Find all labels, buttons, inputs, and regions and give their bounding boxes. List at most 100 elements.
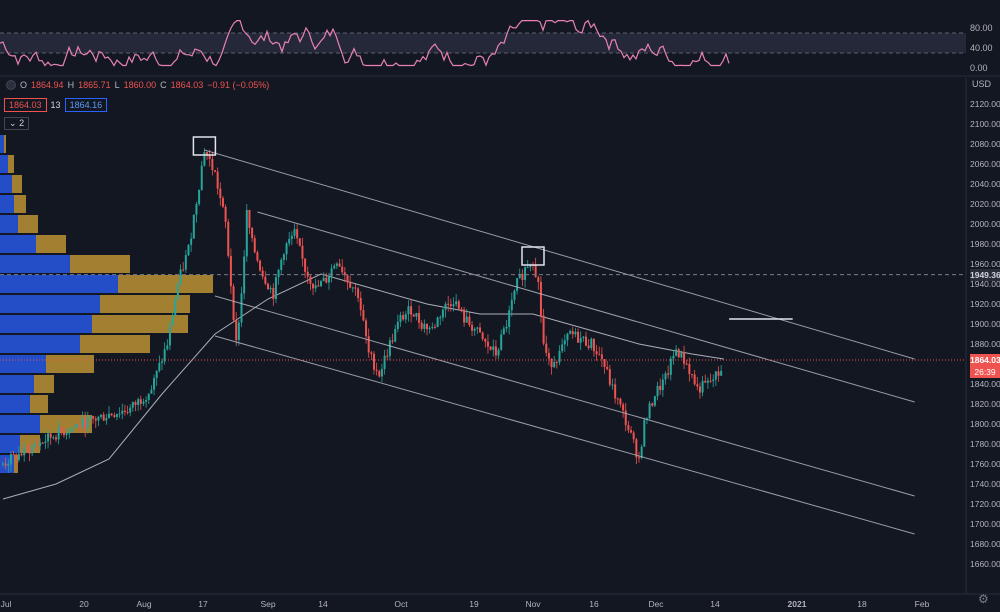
- candle-body: [253, 238, 256, 253]
- vp-down-bar: [14, 195, 26, 213]
- candle-body: [174, 299, 177, 316]
- candle-body: [492, 346, 495, 350]
- eye-icon[interactable]: [6, 80, 16, 90]
- candle-body: [627, 425, 630, 431]
- candle-body: [269, 287, 272, 290]
- vp-up-bar: [0, 195, 14, 213]
- y-tick-label: 1980.00: [970, 239, 1000, 249]
- candle-body: [39, 442, 42, 446]
- candle-body: [322, 277, 325, 282]
- x-tick-label: 17: [198, 599, 208, 609]
- drawings[interactable]: [0, 136, 966, 535]
- candle-body: [200, 165, 203, 190]
- candle-body: [359, 297, 362, 311]
- candle-body: [667, 373, 670, 375]
- candle-body: [7, 464, 10, 466]
- candle-body: [55, 437, 57, 440]
- candle-body: [351, 287, 354, 289]
- candle-body: [94, 418, 97, 421]
- candle-body: [391, 340, 394, 342]
- candle-body: [296, 229, 299, 239]
- candle-body: [190, 238, 193, 245]
- candle-body: [139, 399, 142, 404]
- candle-body: [89, 416, 92, 418]
- candle-body: [219, 188, 222, 199]
- vp-up-bar: [0, 355, 46, 373]
- vp-down-bar: [8, 155, 14, 173]
- candle-body: [701, 380, 704, 393]
- candle-body: [481, 332, 484, 339]
- candle-body: [349, 282, 352, 288]
- candle-body: [105, 417, 108, 421]
- candle-body: [529, 264, 532, 268]
- candle-body: [17, 453, 20, 460]
- candle-body: [465, 316, 468, 323]
- candle-body: [524, 267, 527, 280]
- candle-body: [717, 371, 720, 376]
- candle-body: [320, 281, 322, 287]
- candle-body: [460, 308, 463, 310]
- time-axis: Jul 20 Aug 17 Sep 14 Oct 19 Nov 16 Dec 14 2021 18 Feb: [0, 593, 1000, 609]
- candle-body: [256, 252, 259, 261]
- collapse-indicators-button[interactable]: ⌄ 2: [4, 117, 30, 130]
- candle-body: [129, 407, 132, 413]
- candle-body: [221, 198, 224, 207]
- vp-down-bar: [12, 175, 22, 193]
- buy-button[interactable]: 1864.16: [64, 98, 108, 112]
- candle-body: [195, 204, 198, 215]
- vp-down-bar: [70, 255, 130, 273]
- candle-body: [60, 427, 63, 432]
- vp-down-bar: [40, 415, 92, 433]
- candle-body: [49, 433, 52, 438]
- candle-body: [346, 275, 349, 283]
- sell-button[interactable]: 1864.03: [4, 98, 47, 112]
- candle-body: [537, 277, 540, 282]
- vp-up-bar: [0, 175, 12, 193]
- highlight-box: [521, 246, 545, 266]
- trend-channel-line: [204, 149, 915, 360]
- y-tick-label: 1800.00: [970, 419, 1000, 429]
- candle-body: [486, 341, 489, 347]
- x-tick-label: 14: [318, 599, 328, 609]
- candle-body: [370, 352, 373, 354]
- candle-body: [214, 170, 216, 172]
- vp-up-bar: [0, 275, 118, 293]
- candle-body: [561, 344, 564, 351]
- candle-body: [616, 398, 619, 400]
- last-price-tag: 1864.03: [970, 353, 1000, 366]
- candle-body: [619, 398, 622, 405]
- vp-up-bar: [0, 435, 20, 453]
- candle-body: [237, 322, 240, 341]
- candle-body: [550, 358, 553, 368]
- candle-body: [52, 437, 55, 439]
- candle-body: [675, 349, 678, 356]
- candle-body: [301, 245, 304, 259]
- vp-down-bar: [18, 215, 38, 233]
- settings-gear-icon[interactable]: ⚙: [978, 592, 989, 606]
- candle-body: [153, 378, 156, 390]
- vp-down-bar: [30, 395, 48, 413]
- candle-body: [691, 374, 693, 376]
- candle-body: [198, 189, 201, 205]
- candle-body: [330, 268, 333, 277]
- candle-body: [455, 301, 458, 305]
- x-tick-label: 18: [857, 599, 867, 609]
- candle-body: [293, 229, 296, 236]
- candle-body: [603, 359, 606, 367]
- candle-body: [20, 453, 23, 456]
- y-tick-label: 1900.00: [970, 319, 1000, 329]
- candle-body: [669, 358, 672, 375]
- y-tick-label: 1660.00: [970, 559, 1000, 569]
- candle-body: [622, 404, 625, 411]
- rsi-tick-label: 40.00: [970, 43, 993, 53]
- candle-body: [285, 243, 288, 255]
- vp-up-bar: [0, 315, 92, 333]
- candle-body: [598, 354, 601, 356]
- candle-body: [229, 255, 232, 287]
- candle-body: [473, 328, 476, 331]
- candle-body: [312, 283, 315, 289]
- vp-up-bar: [0, 295, 100, 313]
- candle-body: [232, 286, 235, 320]
- candle-body: [203, 151, 206, 166]
